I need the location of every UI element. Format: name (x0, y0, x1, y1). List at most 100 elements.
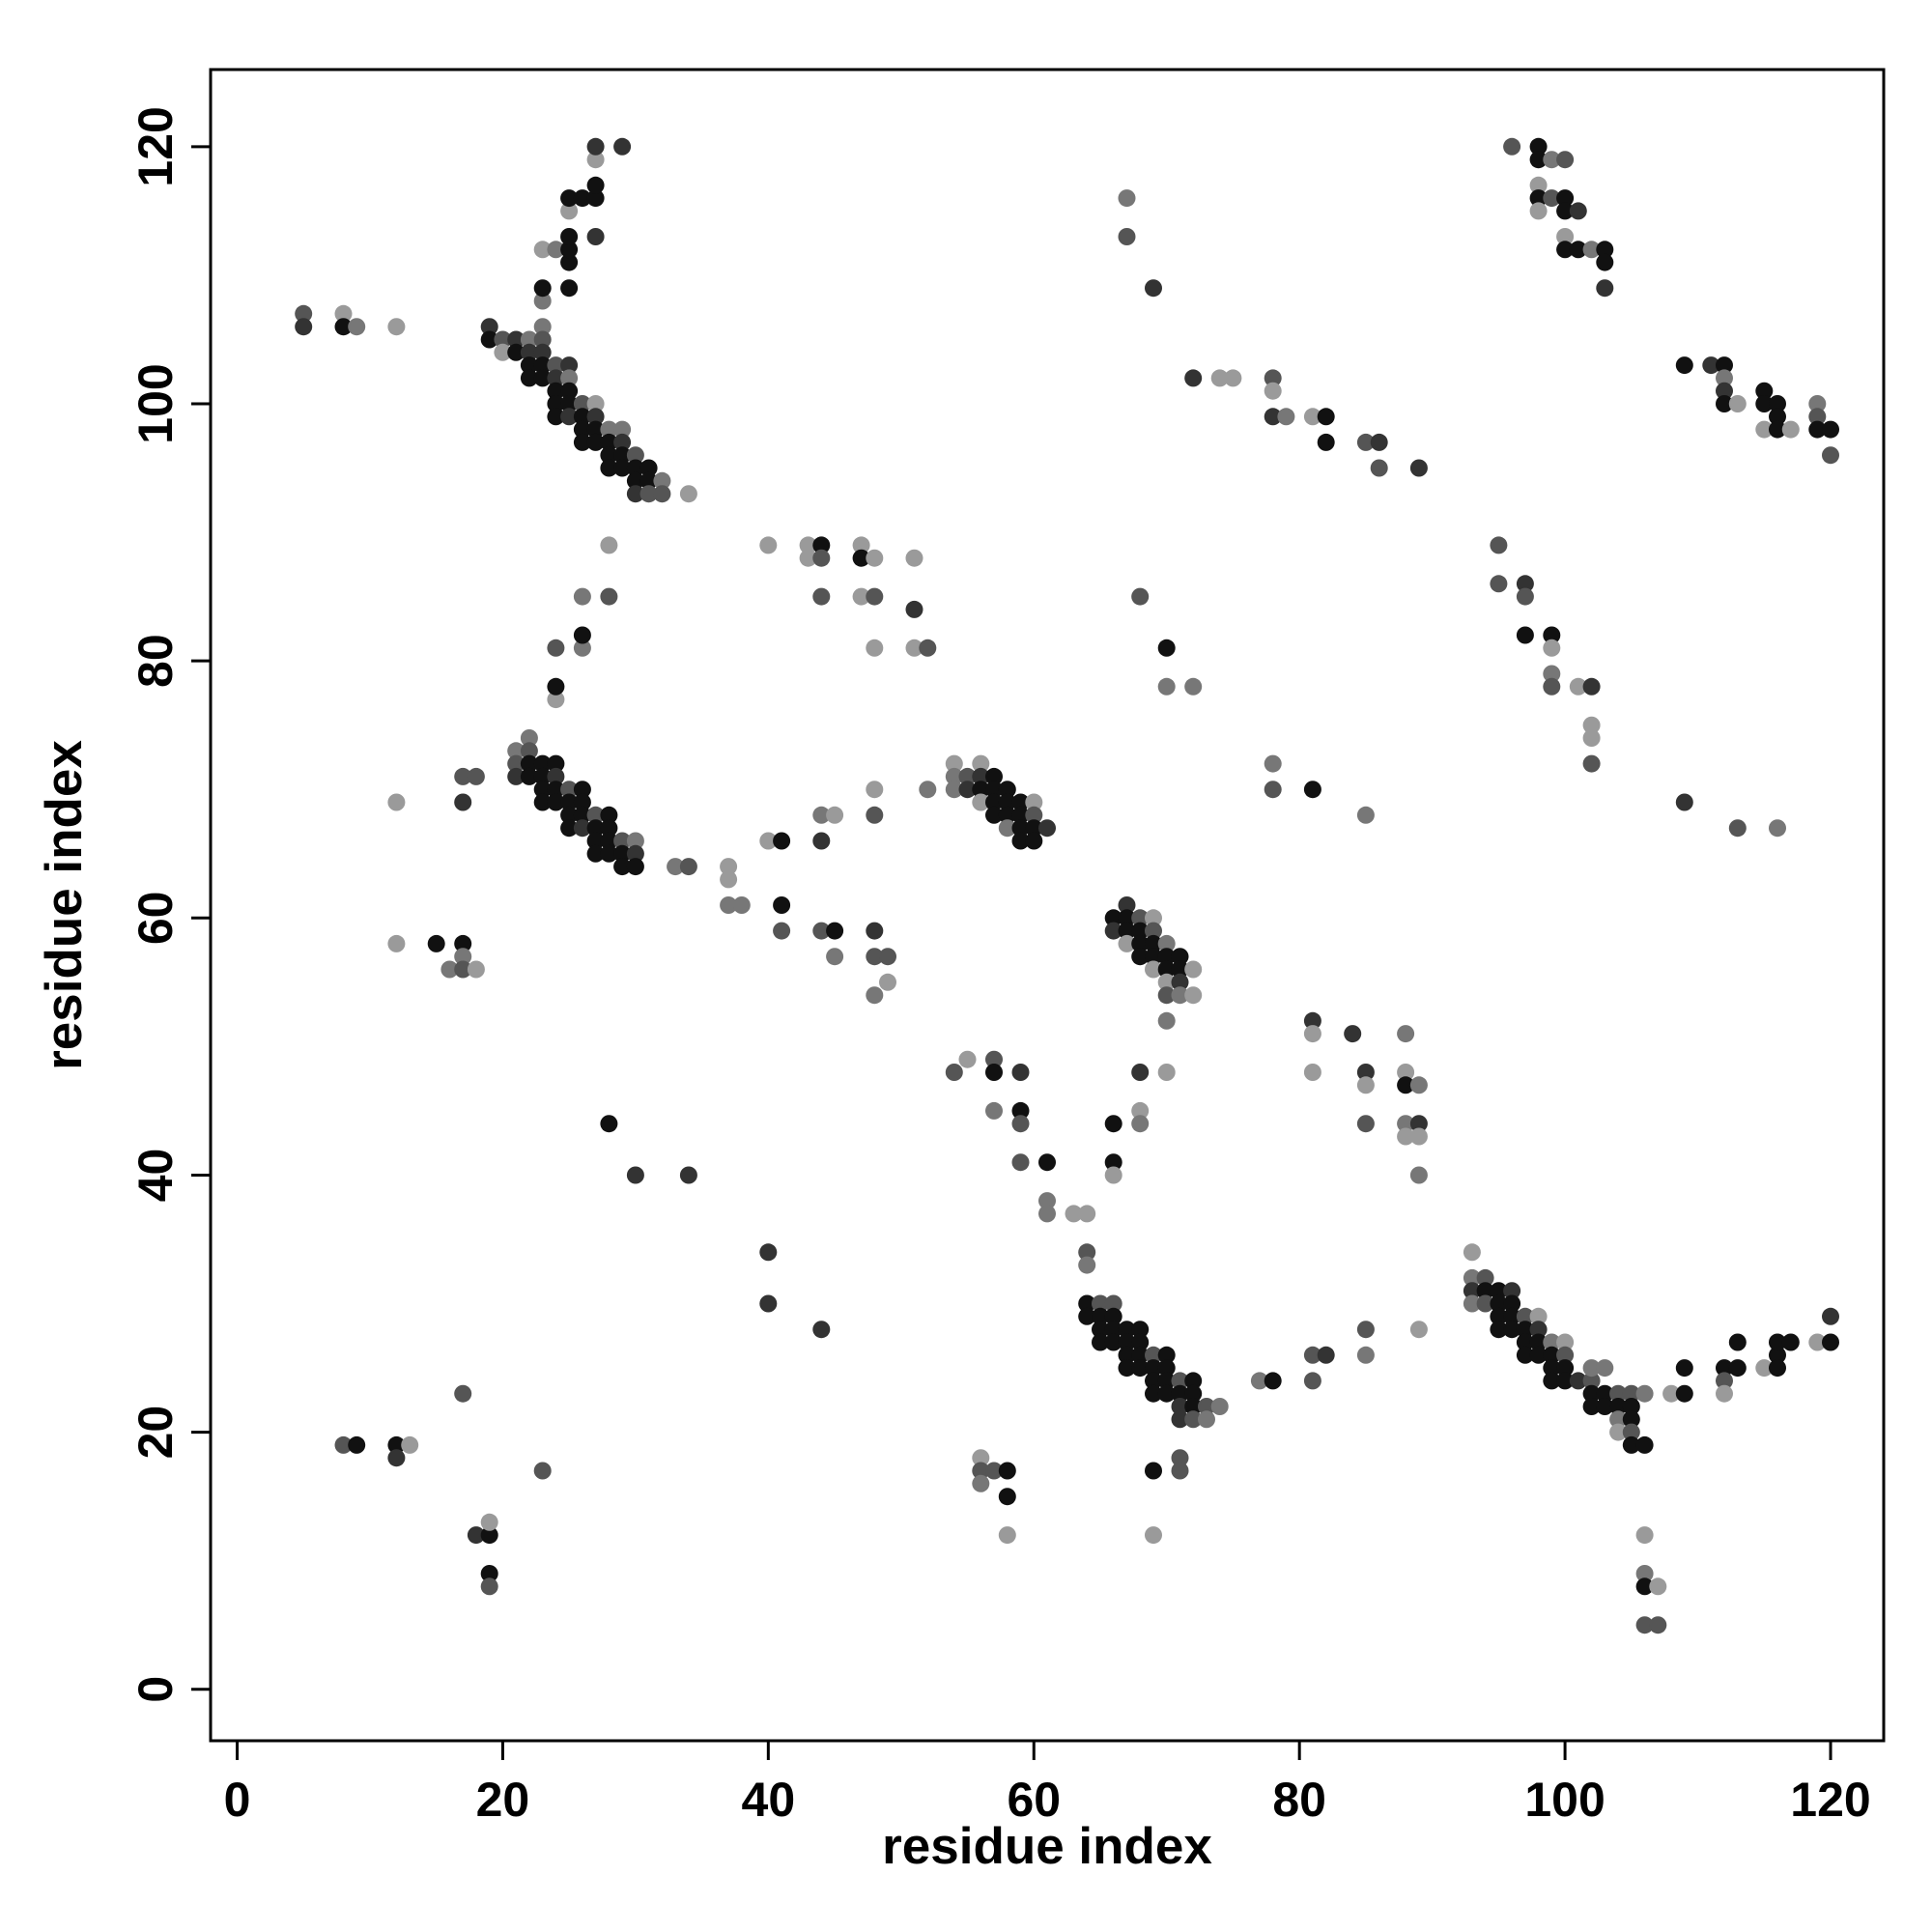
data-point (1503, 137, 1521, 156)
data-point (1596, 253, 1614, 271)
data-point (480, 1526, 498, 1545)
data-point (1171, 1462, 1189, 1480)
data-point (600, 806, 618, 824)
data-point (1409, 1166, 1428, 1184)
data-point (1303, 781, 1321, 799)
data-point (985, 1101, 1003, 1120)
data-point (586, 433, 605, 451)
data-point (1171, 1372, 1189, 1390)
data-point (520, 754, 538, 773)
data-point (1025, 819, 1043, 838)
data-point (560, 356, 579, 375)
data-point (507, 754, 526, 773)
data-point (626, 459, 644, 477)
data-point (1596, 1398, 1614, 1415)
data-point (1317, 1346, 1335, 1364)
data-point (1092, 1321, 1109, 1339)
data-point (1409, 1321, 1428, 1339)
data-point (1635, 1384, 1654, 1403)
data-point (879, 973, 896, 991)
data-point (1356, 806, 1375, 824)
x-tick-label: 120 (1790, 1773, 1870, 1827)
data-point (560, 395, 579, 412)
data-point (812, 832, 831, 850)
data-point (613, 446, 632, 465)
y-axis-title: residue index (36, 740, 93, 1070)
data-point (1104, 1333, 1122, 1351)
data-point (866, 587, 884, 606)
data-points (295, 137, 1839, 1634)
data-point (613, 137, 632, 156)
x-tick-label: 40 (742, 1773, 796, 1827)
data-point (1104, 909, 1122, 927)
data-point (1118, 896, 1136, 914)
data-point (1171, 960, 1189, 979)
y-tick-label: 120 (128, 106, 183, 186)
data-point (1145, 1372, 1162, 1390)
data-point (586, 151, 605, 169)
data-point (348, 318, 366, 336)
data-point (1409, 1115, 1428, 1133)
data-point (626, 858, 644, 876)
data-point (958, 781, 977, 799)
data-point (905, 549, 923, 567)
data-point (1781, 420, 1800, 439)
data-point (573, 433, 591, 451)
data-point (1503, 1321, 1521, 1339)
data-point (454, 960, 472, 979)
data-point (1543, 1372, 1561, 1390)
data-point (1582, 241, 1601, 259)
data-point (1596, 1359, 1614, 1378)
data-point (1397, 1076, 1415, 1094)
data-point (1716, 369, 1733, 387)
data-point (1397, 1115, 1415, 1133)
data-point (1145, 1346, 1162, 1364)
data-point (1769, 1359, 1786, 1378)
data-point (1104, 1321, 1122, 1339)
data-point (387, 1449, 406, 1467)
data-point (1171, 948, 1189, 966)
data-point (1543, 1359, 1561, 1378)
data-point (866, 781, 884, 799)
data-point (667, 858, 685, 876)
data-point (626, 1166, 644, 1184)
data-point (972, 793, 990, 811)
data-point (1264, 754, 1282, 773)
data-point (1145, 909, 1162, 927)
data-point (1011, 819, 1030, 838)
data-point (1344, 1025, 1362, 1043)
data-point (1808, 408, 1827, 426)
data-point (1356, 433, 1375, 451)
data-point (1171, 973, 1189, 991)
data-point (1118, 1359, 1136, 1378)
data-point (547, 691, 565, 709)
data-point (1543, 151, 1561, 169)
data-point (547, 639, 565, 657)
data-point (1104, 1307, 1122, 1325)
data-point (1808, 1333, 1827, 1351)
data-point (1716, 1372, 1733, 1390)
data-point (985, 1462, 1003, 1480)
data-point (1145, 934, 1162, 952)
data-point (1569, 1372, 1587, 1390)
data-point (1516, 575, 1534, 593)
x-tick-label: 60 (1007, 1773, 1061, 1827)
data-point (1145, 1462, 1162, 1480)
data-point (653, 485, 671, 503)
x-axis-title: residue index (882, 1818, 1212, 1875)
data-point (812, 1321, 831, 1339)
data-point (1516, 1333, 1534, 1351)
x-tick-label: 20 (476, 1773, 530, 1827)
data-point (1543, 665, 1561, 683)
data-point (600, 1115, 618, 1133)
data-point (1092, 1307, 1109, 1325)
data-point (1038, 1153, 1056, 1172)
data-point (1503, 1282, 1521, 1300)
data-point (586, 832, 605, 850)
data-point (1569, 677, 1587, 696)
data-point (560, 369, 579, 387)
data-point (1131, 948, 1150, 966)
data-point (1808, 420, 1827, 439)
data-point (1769, 420, 1786, 439)
data-point (1104, 1294, 1122, 1313)
